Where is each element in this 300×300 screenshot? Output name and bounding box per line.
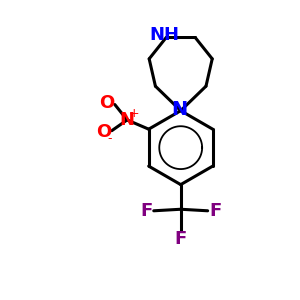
Text: +: +	[129, 107, 140, 120]
Text: -: -	[107, 132, 112, 145]
Text: F: F	[140, 202, 152, 220]
Text: NH: NH	[149, 26, 179, 44]
Text: N: N	[120, 111, 135, 129]
Text: N: N	[171, 100, 187, 118]
Text: O: O	[100, 94, 115, 112]
Text: O: O	[96, 123, 112, 141]
Text: F: F	[175, 230, 187, 247]
Text: F: F	[209, 202, 221, 220]
